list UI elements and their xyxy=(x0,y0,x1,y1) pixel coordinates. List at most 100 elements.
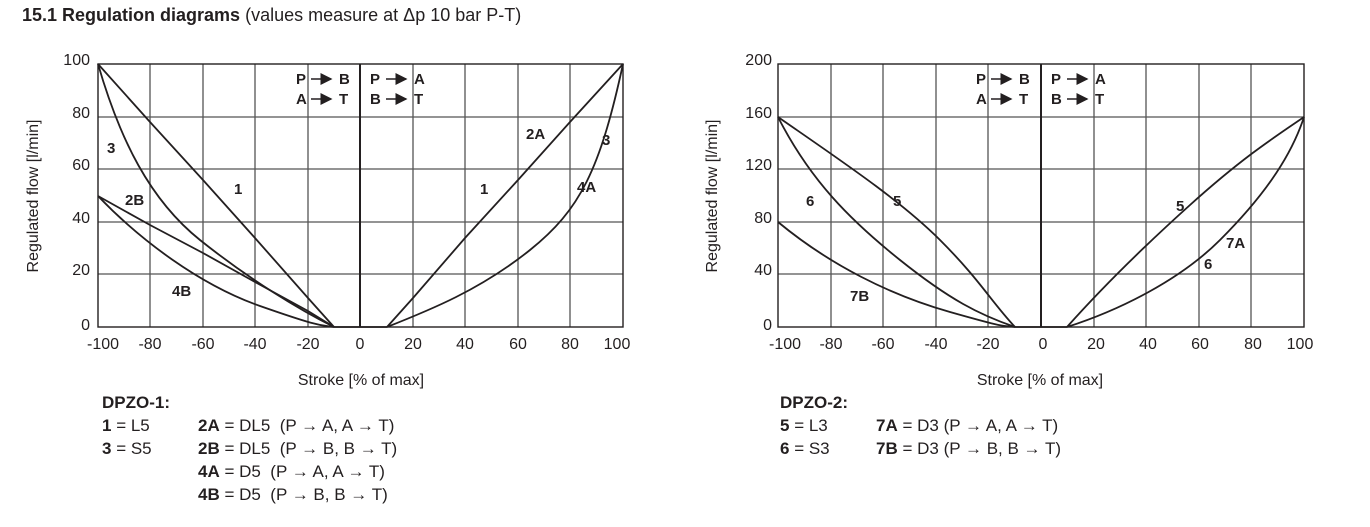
svg-text:-60: -60 xyxy=(191,336,214,353)
legend-item: 7A = D3 (P → A, A → T) xyxy=(876,416,1059,435)
svg-text:B: B xyxy=(1019,71,1030,88)
legend-dpzo-2: DPZO-2: 5 = L3 7A = D3 (P → A, A → T) 6 … xyxy=(780,391,1061,460)
page-title: 15.1 Regulation diagrams (values measure… xyxy=(22,5,521,26)
curve-5-left xyxy=(777,116,1016,328)
svg-text:2A: 2A xyxy=(526,126,545,143)
svg-text:A: A xyxy=(296,91,307,108)
svg-text:60: 60 xyxy=(72,157,90,174)
svg-text:160: 160 xyxy=(745,105,772,122)
svg-text:-20: -20 xyxy=(296,336,319,353)
svg-text:T: T xyxy=(1095,91,1104,108)
svg-text:20: 20 xyxy=(1087,336,1105,353)
legend-heading: DPZO-2: xyxy=(780,393,848,412)
svg-text:40: 40 xyxy=(754,262,772,279)
x-axis-label: Stroke [% of max] xyxy=(977,372,1103,389)
svg-text:0: 0 xyxy=(81,317,90,334)
y-axis-label: Regulated flow [l/min] xyxy=(25,120,42,273)
svg-text:20: 20 xyxy=(72,262,90,279)
legend-item: 6 = S3 xyxy=(780,439,830,458)
curve-1-2A-right xyxy=(386,63,624,328)
svg-text:80: 80 xyxy=(561,336,579,353)
svg-text:7A: 7A xyxy=(1226,235,1245,252)
svg-text:40: 40 xyxy=(456,336,474,353)
x-tick-labels: -100 -80 -60 -40 -20 0 20 40 60 80 100 xyxy=(87,336,630,353)
y-tick-labels: 200 160 120 80 40 0 xyxy=(745,52,772,334)
legend-item: 4A = D5 (P → A, A → T) xyxy=(198,462,385,481)
svg-text:-80: -80 xyxy=(819,336,842,353)
curve-7B xyxy=(777,221,1016,328)
svg-text:B: B xyxy=(1051,91,1062,108)
svg-text:P: P xyxy=(370,71,380,88)
curve-3-left xyxy=(97,63,335,328)
svg-text:60: 60 xyxy=(1191,336,1209,353)
svg-text:4B: 4B xyxy=(172,283,191,300)
svg-text:6: 6 xyxy=(1204,256,1212,273)
svg-text:3: 3 xyxy=(602,132,610,149)
title-subtitle: (values measure at Δp 10 bar P-T) xyxy=(245,5,522,25)
svg-text:20: 20 xyxy=(404,336,422,353)
svg-text:80: 80 xyxy=(754,210,772,227)
svg-text:0: 0 xyxy=(763,317,772,334)
legend-item: 3 = S5 xyxy=(102,439,152,458)
grid-lines xyxy=(98,64,623,327)
curve-labels: 3 1 2B 4B 1 2A 3 4A xyxy=(107,126,610,300)
svg-text:-60: -60 xyxy=(871,336,894,353)
x-tick-labels: -100 -80 -60 -40 -20 0 20 40 60 80 100 xyxy=(769,336,1313,353)
svg-text:5: 5 xyxy=(893,193,901,210)
svg-text:-80: -80 xyxy=(138,336,161,353)
svg-text:5: 5 xyxy=(1176,198,1184,215)
flow-arrows xyxy=(311,73,408,105)
svg-text:3: 3 xyxy=(107,140,115,157)
svg-text:0: 0 xyxy=(356,336,365,353)
svg-text:80: 80 xyxy=(1244,336,1262,353)
curves xyxy=(97,63,624,328)
svg-text:P: P xyxy=(976,71,986,88)
legend-dpzo-1: DPZO-1: 1 = L5 2A = DL5 (P → A, A → T) 3… xyxy=(102,391,397,506)
legend-item: 4B = D5 (P → B, B → T) xyxy=(198,485,388,504)
svg-text:P: P xyxy=(1051,71,1061,88)
svg-text:B: B xyxy=(370,91,381,108)
x-axis-label: Stroke [% of max] xyxy=(298,372,424,389)
svg-text:A: A xyxy=(414,71,425,88)
svg-text:1: 1 xyxy=(480,181,488,198)
y-tick-labels: 100 80 60 40 20 0 xyxy=(63,52,90,334)
svg-text:0: 0 xyxy=(1039,336,1048,353)
svg-text:A: A xyxy=(1095,71,1106,88)
svg-text:60: 60 xyxy=(509,336,527,353)
svg-text:-20: -20 xyxy=(976,336,999,353)
svg-text:2B: 2B xyxy=(125,192,144,209)
flow-direction-labels: P B A T P A B T xyxy=(296,71,425,108)
curves xyxy=(777,116,1305,328)
curve-6-left xyxy=(777,116,1016,328)
svg-text:40: 40 xyxy=(1139,336,1157,353)
svg-text:-40: -40 xyxy=(924,336,947,353)
svg-text:120: 120 xyxy=(745,157,772,174)
svg-text:40: 40 xyxy=(72,210,90,227)
legend-item: 2A = DL5 (P → A, A → T) xyxy=(198,416,395,435)
curve-2B xyxy=(97,195,335,328)
curve-1-left xyxy=(97,63,335,328)
legend-item: 2B = DL5 (P → B, B → T) xyxy=(198,439,398,458)
legend-item: 1 = L5 xyxy=(102,416,150,435)
curve-5-right xyxy=(1066,116,1305,328)
svg-text:100: 100 xyxy=(1287,336,1314,353)
flow-arrows xyxy=(991,73,1089,105)
svg-text:6: 6 xyxy=(806,193,814,210)
chart-dpzo-2: 200 160 120 80 40 0 -100 -80 -60 -40 -20… xyxy=(704,52,1313,389)
svg-text:A: A xyxy=(976,91,987,108)
svg-text:200: 200 xyxy=(745,52,772,69)
svg-text:1: 1 xyxy=(234,181,242,198)
svg-text:-100: -100 xyxy=(769,336,801,353)
svg-text:7B: 7B xyxy=(850,288,869,305)
curve-4B xyxy=(97,195,335,328)
legend-item: 7B = D3 (P → B, B → T) xyxy=(876,439,1062,458)
y-axis-label: Regulated flow [l/min] xyxy=(704,120,721,273)
legend-item: 5 = L3 xyxy=(780,416,828,435)
svg-text:T: T xyxy=(1019,91,1028,108)
svg-text:-40: -40 xyxy=(243,336,266,353)
svg-text:100: 100 xyxy=(604,336,631,353)
curve-3-4A-right xyxy=(386,63,624,328)
flow-direction-labels: P B A T P A B T xyxy=(976,71,1106,108)
curve-labels: 6 5 7B 5 7A 6 xyxy=(806,193,1245,305)
title-bold: 15.1 Regulation diagrams xyxy=(22,5,241,25)
